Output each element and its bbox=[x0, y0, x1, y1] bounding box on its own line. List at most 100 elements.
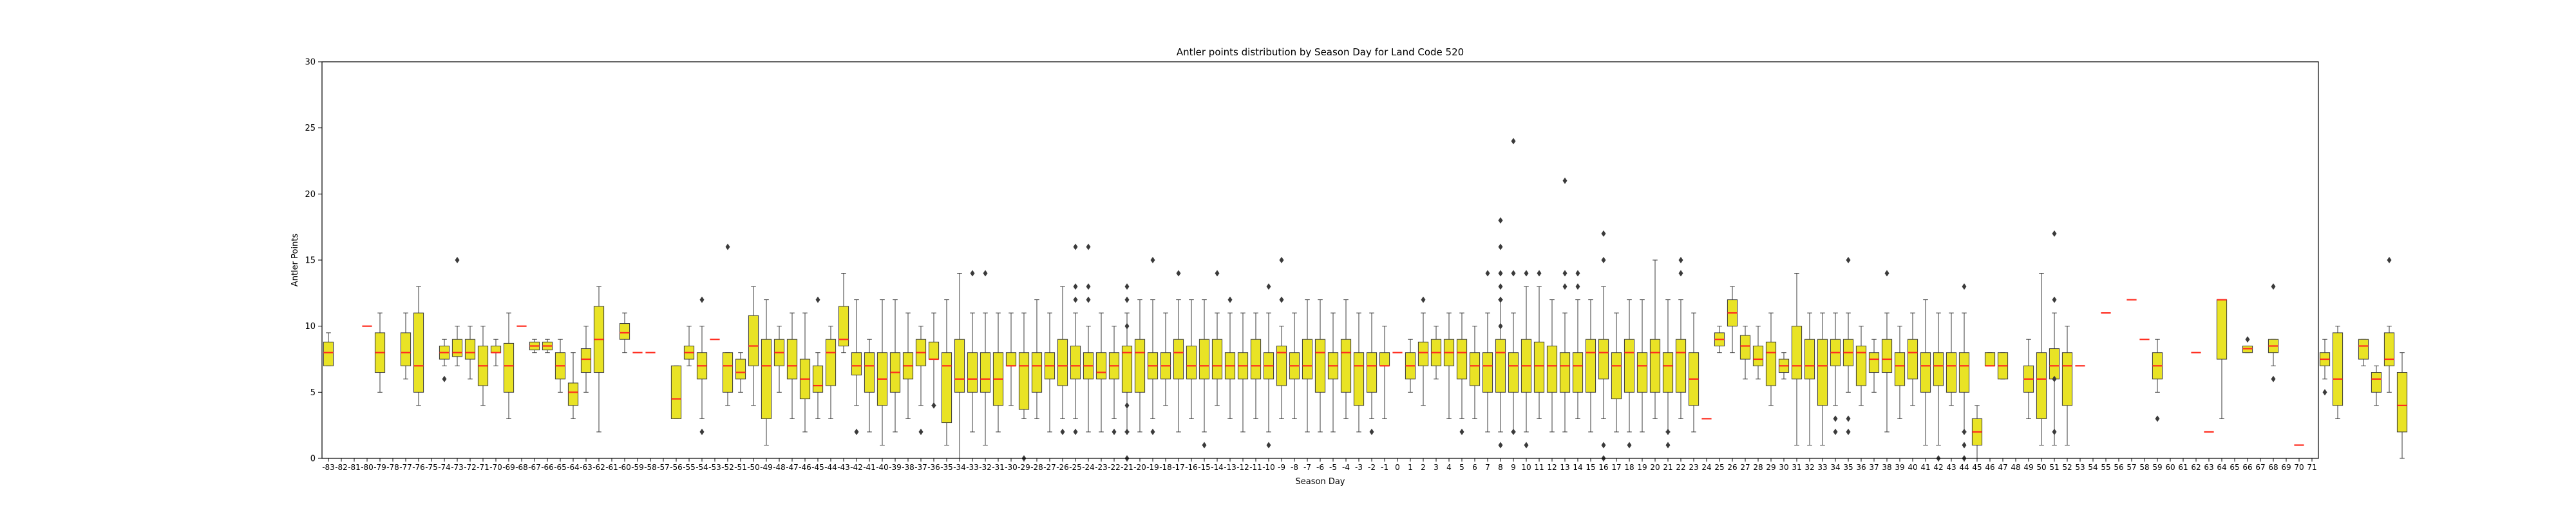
x-tick-label: -9 bbox=[1278, 463, 1285, 472]
box-36 bbox=[1855, 326, 1867, 406]
x-tick-label: 32 bbox=[1804, 463, 1814, 472]
outlier-marker bbox=[455, 257, 460, 263]
box--26 bbox=[1057, 286, 1068, 435]
outlier-marker bbox=[1112, 428, 1117, 435]
x-tick-label: 14 bbox=[1573, 463, 1582, 472]
outlier-marker bbox=[1833, 415, 1838, 422]
box-iqr bbox=[1482, 352, 1493, 393]
box-33 bbox=[1817, 312, 1828, 445]
x-tick-label: 36 bbox=[1856, 463, 1866, 472]
box--14 bbox=[1211, 270, 1223, 406]
outlier-marker bbox=[970, 270, 975, 277]
box-49 bbox=[2023, 339, 2034, 419]
x-tick-label: -38 bbox=[902, 463, 914, 472]
outlier-marker bbox=[1279, 257, 1284, 263]
x-tick-label: 6 bbox=[1472, 463, 1477, 472]
outlier-marker bbox=[2052, 375, 2057, 382]
outlier-marker bbox=[1266, 283, 1271, 290]
box-46 bbox=[1984, 352, 1996, 367]
x-tick-label: 39 bbox=[1895, 463, 1904, 472]
outlier-marker bbox=[1202, 442, 1207, 449]
x-tick-label: 60 bbox=[2165, 463, 2175, 472]
x-tick-label: -15 bbox=[1198, 463, 1211, 472]
box-52 bbox=[2061, 326, 2073, 445]
box-66 bbox=[2242, 336, 2253, 353]
x-axis-label: Season Day bbox=[1296, 477, 1345, 487]
outlier-marker bbox=[1150, 257, 1155, 263]
box--27 bbox=[1044, 312, 1056, 433]
box-10 bbox=[1520, 270, 1532, 449]
y-tick-label: 30 bbox=[305, 58, 316, 68]
outlier-marker bbox=[442, 375, 447, 382]
box-iqr bbox=[1636, 352, 1648, 393]
box-44 bbox=[1958, 283, 1970, 462]
x-tick-label: -5 bbox=[1329, 463, 1337, 472]
x-tick-label: 61 bbox=[2178, 463, 2188, 472]
x-tick-label: -27 bbox=[1043, 463, 1056, 472]
x-tick-label: 58 bbox=[2139, 463, 2149, 472]
box--5 bbox=[1327, 312, 1339, 433]
x-tick-label: 63 bbox=[2204, 463, 2213, 472]
x-tick-label: -82 bbox=[335, 463, 348, 472]
box-iqr bbox=[928, 341, 940, 360]
box-iqr bbox=[1456, 339, 1468, 380]
box-37 bbox=[1868, 339, 1880, 393]
box--11 bbox=[1250, 312, 1262, 419]
box-11 bbox=[1533, 270, 1545, 419]
box-iqr bbox=[1121, 345, 1133, 393]
outlier-marker bbox=[1073, 283, 1078, 290]
outlier-marker bbox=[1124, 283, 1130, 290]
x-tick-label: 51 bbox=[2049, 463, 2059, 472]
x-tick-label: -21 bbox=[1121, 463, 1133, 472]
x-tick-label: -6 bbox=[1316, 463, 1324, 472]
box-64 bbox=[2216, 299, 2228, 419]
box-25 bbox=[1714, 326, 1725, 353]
x-tick-label: -48 bbox=[773, 463, 786, 472]
outlier-marker bbox=[1575, 270, 1580, 277]
box-iqr bbox=[413, 312, 424, 393]
outlier-marker bbox=[1086, 243, 1091, 250]
outlier-marker bbox=[1498, 270, 1503, 277]
x-tick-label: -81 bbox=[348, 463, 361, 472]
outlier-marker bbox=[815, 296, 820, 303]
outlier-marker bbox=[2271, 375, 2276, 382]
outlier-marker bbox=[1678, 257, 1683, 263]
box-iqr bbox=[1933, 352, 1944, 386]
outlier-marker bbox=[1884, 270, 1889, 277]
x-tick-label: -70 bbox=[489, 463, 502, 472]
outlier-marker bbox=[1511, 428, 1516, 435]
x-tick-label: -62 bbox=[592, 463, 605, 472]
box-iqr bbox=[2061, 352, 2073, 406]
box-iqr bbox=[2049, 348, 2060, 380]
x-tick-label: -43 bbox=[837, 463, 850, 472]
box-21 bbox=[1662, 299, 1674, 449]
box-31 bbox=[1791, 273, 1803, 445]
x-tick-label: 8 bbox=[1498, 463, 1503, 472]
outlier-marker bbox=[1369, 428, 1374, 435]
box-29 bbox=[1765, 312, 1777, 406]
box-iqr bbox=[1057, 339, 1068, 386]
x-tick-label: 4 bbox=[1446, 463, 1452, 472]
box--17 bbox=[1173, 270, 1184, 433]
box-iqr bbox=[1198, 339, 1210, 380]
outlier-marker bbox=[699, 428, 705, 435]
box-iqr bbox=[2332, 332, 2344, 406]
x-tick-label: 54 bbox=[2088, 463, 2098, 472]
y-tick-label: 0 bbox=[310, 454, 316, 464]
box-iqr bbox=[567, 382, 579, 406]
box--13 bbox=[1224, 296, 1236, 419]
outlier-marker bbox=[1086, 283, 1091, 290]
box--33 bbox=[967, 270, 978, 433]
outlier-marker bbox=[1524, 442, 1529, 449]
x-tick-label: 55 bbox=[2101, 463, 2110, 472]
box-iqr bbox=[980, 352, 991, 393]
x-tick-label: -65 bbox=[554, 463, 567, 472]
x-tick-label: 48 bbox=[2011, 463, 2020, 472]
box-iqr bbox=[1572, 352, 1584, 393]
outlier-marker bbox=[1665, 442, 1671, 449]
outlier-marker bbox=[2322, 389, 2327, 396]
x-tick-label: -19 bbox=[1146, 463, 1159, 472]
outlier-marker bbox=[1498, 217, 1503, 224]
outlier-marker bbox=[1086, 296, 1091, 303]
box-iqr bbox=[1302, 339, 1313, 380]
